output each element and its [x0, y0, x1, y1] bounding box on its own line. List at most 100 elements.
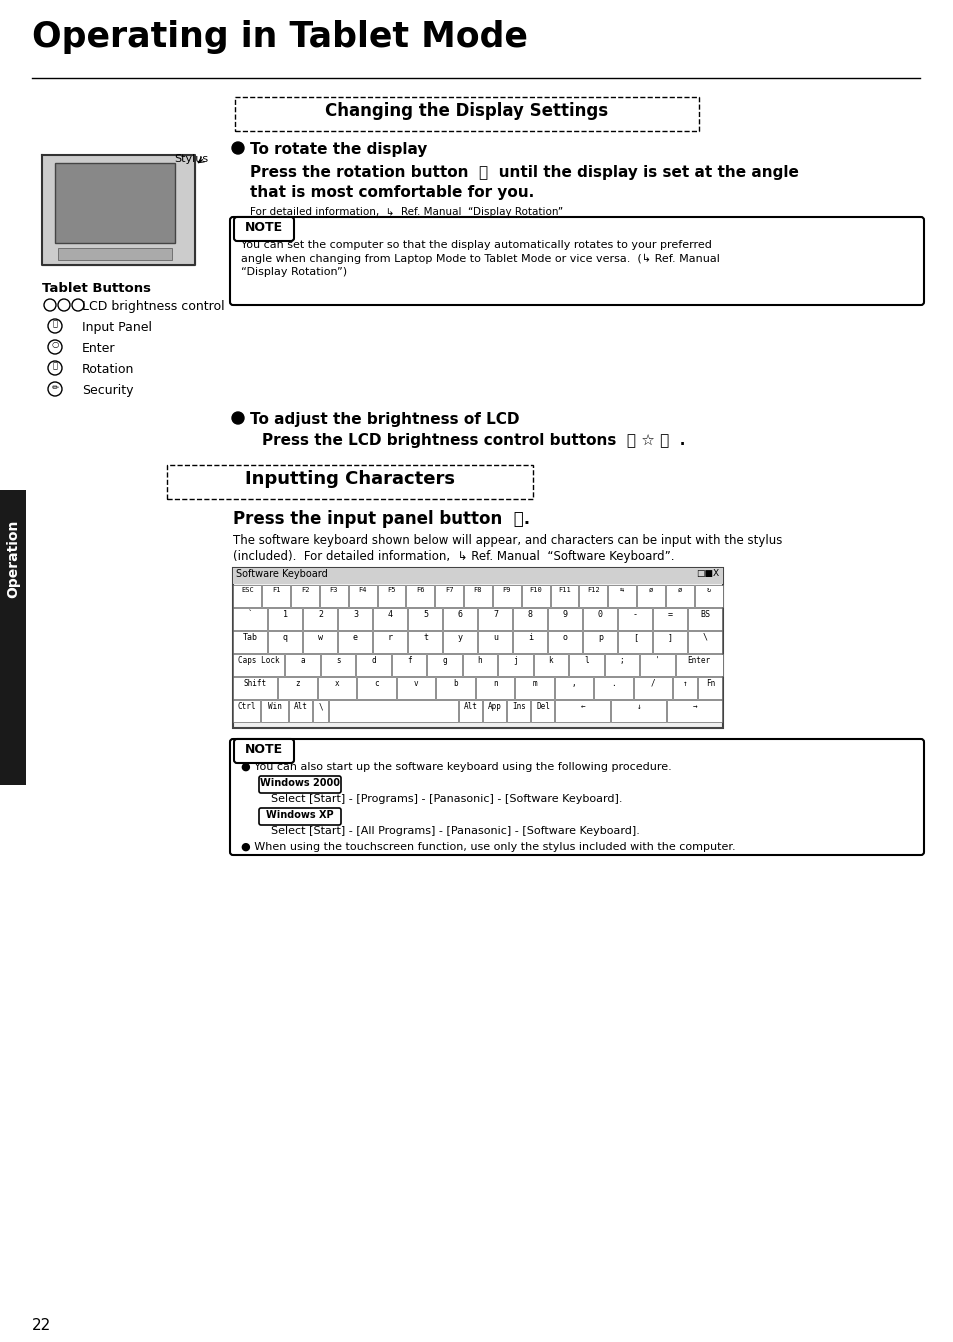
Bar: [513, 608, 547, 629]
Text: x: x: [335, 679, 339, 688]
Text: F11: F11: [558, 586, 570, 593]
Bar: [667, 699, 721, 722]
Bar: [594, 676, 633, 698]
Text: Ins: Ins: [512, 702, 525, 711]
Bar: [268, 608, 302, 629]
Bar: [569, 654, 603, 675]
Bar: [476, 676, 514, 698]
Text: y: y: [457, 633, 462, 641]
Text: s: s: [335, 656, 340, 666]
Text: F7: F7: [444, 586, 453, 593]
Text: □■X: □■X: [695, 569, 719, 578]
Bar: [673, 676, 697, 698]
Bar: [637, 585, 664, 607]
Text: ,: ,: [572, 679, 576, 688]
Text: Ⓕ: Ⓕ: [52, 361, 57, 370]
Text: 22: 22: [32, 1318, 51, 1333]
FancyBboxPatch shape: [258, 776, 340, 793]
Text: Tab: Tab: [243, 633, 257, 641]
Text: Operation: Operation: [6, 519, 20, 597]
Text: ↓: ↓: [636, 702, 640, 711]
Bar: [443, 608, 477, 629]
Text: d: d: [371, 656, 375, 666]
Bar: [268, 631, 302, 652]
Text: o: o: [562, 633, 567, 641]
Text: F6: F6: [416, 586, 424, 593]
Bar: [408, 631, 442, 652]
Text: 4: 4: [388, 611, 393, 619]
Text: Press the rotation button  Ⓕ  until the display is set at the angle: Press the rotation button Ⓕ until the di…: [250, 165, 798, 180]
Bar: [688, 608, 721, 629]
Text: Enter: Enter: [687, 656, 710, 666]
Text: Changing the Display Settings: Changing the Display Settings: [325, 102, 608, 119]
Text: F12: F12: [586, 586, 599, 593]
Circle shape: [232, 142, 244, 154]
Text: b: b: [453, 679, 457, 688]
Text: Security: Security: [82, 384, 133, 397]
Text: that is most comfortable for you.: that is most comfortable for you.: [250, 185, 534, 200]
Text: [: [: [633, 633, 638, 641]
Bar: [396, 676, 435, 698]
Text: Rotation: Rotation: [82, 362, 134, 376]
Bar: [548, 608, 582, 629]
Bar: [317, 676, 356, 698]
Text: ESC: ESC: [241, 586, 253, 593]
Text: 3: 3: [353, 611, 357, 619]
Text: l: l: [583, 656, 588, 666]
Text: .: .: [611, 679, 616, 688]
Text: Input Panel: Input Panel: [82, 321, 152, 334]
Bar: [604, 654, 639, 675]
Text: Caps Lock: Caps Lock: [238, 656, 279, 666]
Text: ': ': [655, 656, 659, 666]
Text: Press the input panel button  ⎈.: Press the input panel button ⎈.: [233, 510, 530, 527]
Bar: [338, 608, 372, 629]
Text: Enter: Enter: [82, 342, 115, 356]
Text: f: f: [406, 656, 411, 666]
Bar: [531, 699, 554, 722]
Bar: [349, 585, 376, 607]
Text: ✏: ✏: [51, 382, 58, 391]
Text: ]: ]: [667, 633, 672, 641]
Text: App: App: [488, 702, 501, 711]
Text: i: i: [527, 633, 533, 641]
Bar: [653, 631, 687, 652]
FancyBboxPatch shape: [167, 464, 533, 499]
Text: (included).  For detailed information,  ↳ Ref. Manual  “Software Keyboard”.: (included). For detailed information, ↳ …: [233, 550, 674, 564]
Text: To rotate the display: To rotate the display: [250, 142, 427, 157]
Text: z: z: [295, 679, 300, 688]
Text: 1: 1: [283, 611, 288, 619]
Bar: [463, 585, 492, 607]
Bar: [377, 585, 405, 607]
Text: Select [Start] - [Programs] - [Panasonic] - [Software Keyboard].: Select [Start] - [Programs] - [Panasonic…: [271, 794, 622, 804]
Text: ● You can also start up the software keyboard using the following procedure.: ● You can also start up the software key…: [241, 762, 671, 772]
Bar: [278, 676, 316, 698]
Bar: [548, 631, 582, 652]
Text: NOTE: NOTE: [245, 221, 283, 234]
Bar: [443, 631, 477, 652]
Text: Alt: Alt: [294, 702, 308, 711]
Bar: [618, 631, 652, 652]
FancyBboxPatch shape: [230, 217, 923, 305]
Bar: [320, 654, 355, 675]
Bar: [675, 654, 721, 675]
Text: e: e: [353, 633, 357, 641]
Text: ø: ø: [677, 586, 681, 593]
Bar: [55, 162, 174, 243]
Bar: [58, 248, 172, 260]
Bar: [262, 585, 290, 607]
Text: LCD brightness control: LCD brightness control: [82, 301, 224, 313]
Bar: [435, 585, 462, 607]
Text: t: t: [422, 633, 428, 641]
Bar: [233, 608, 267, 629]
Text: -: -: [633, 611, 638, 619]
Text: Ctrl: Ctrl: [237, 702, 256, 711]
Bar: [319, 585, 348, 607]
Text: Software Keyboard: Software Keyboard: [235, 569, 328, 578]
Text: Inputting Characters: Inputting Characters: [245, 470, 455, 488]
Bar: [653, 608, 687, 629]
Text: =: =: [667, 611, 672, 619]
Text: ←: ←: [580, 702, 585, 711]
Bar: [233, 654, 284, 675]
Bar: [338, 631, 372, 652]
Text: F5: F5: [387, 586, 395, 593]
